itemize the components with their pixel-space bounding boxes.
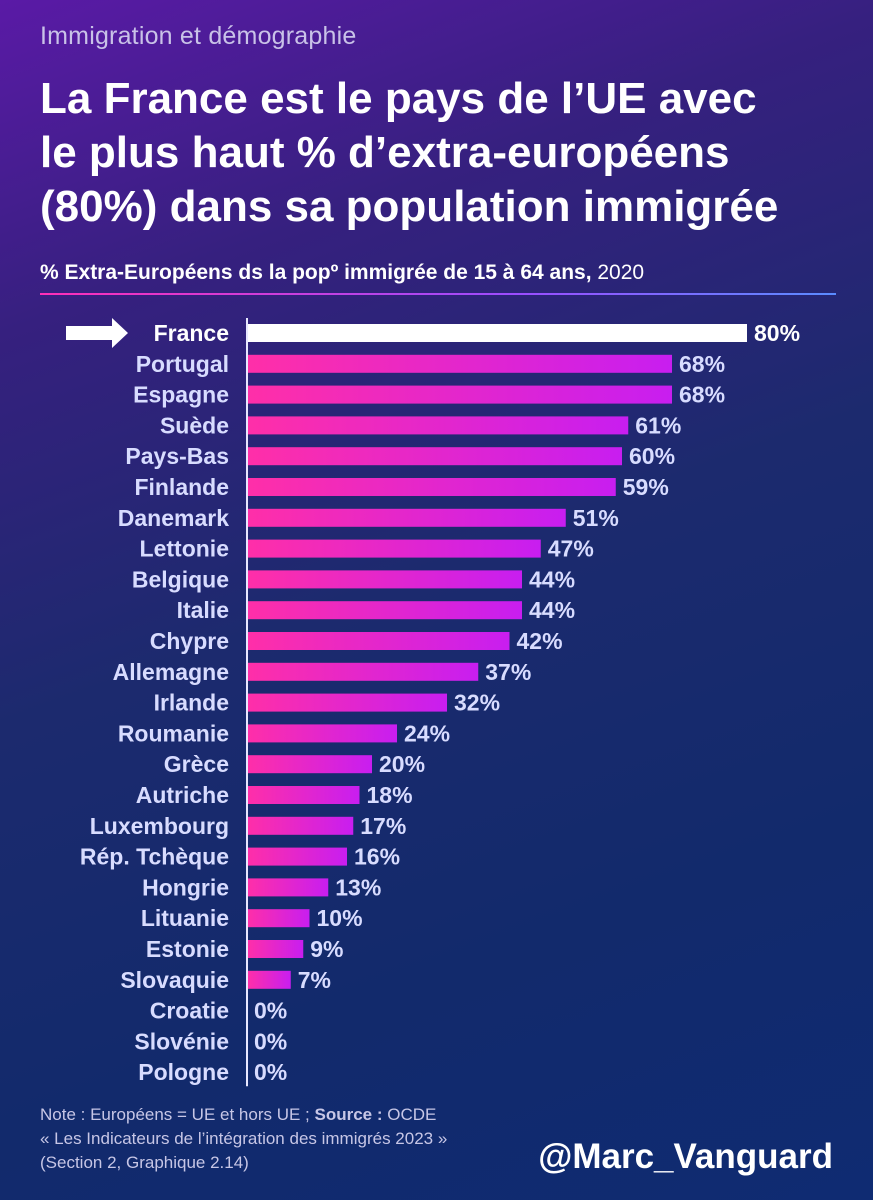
category-label: Finlande bbox=[134, 474, 229, 500]
source-org: OCDE bbox=[382, 1105, 437, 1124]
category-label: Estonie bbox=[146, 936, 229, 962]
bar-pays-bas bbox=[247, 447, 622, 466]
category-label: Rép. Tchèque bbox=[80, 844, 229, 870]
bar-gr-ce bbox=[247, 755, 372, 774]
bar-belgique bbox=[247, 570, 522, 589]
value-label: 51% bbox=[573, 505, 619, 531]
value-label: 37% bbox=[485, 659, 531, 685]
bar-lituanie bbox=[247, 909, 310, 928]
value-label: 42% bbox=[517, 628, 563, 654]
title-line-2: le plus haut % d’extra-européens bbox=[40, 128, 730, 177]
bar-autriche bbox=[247, 786, 360, 804]
chart-title: La France est le pays de l’UE avec le pl… bbox=[40, 72, 850, 234]
value-label: 0% bbox=[254, 998, 287, 1024]
category-label: Slovénie bbox=[134, 1028, 229, 1054]
bar-luxembourg bbox=[247, 816, 354, 835]
category-label: Slovaquie bbox=[120, 967, 229, 993]
footer-note: Note : Européens = UE et hors UE ; Sourc… bbox=[40, 1103, 447, 1175]
bar-su-de bbox=[247, 416, 629, 435]
value-label: 18% bbox=[367, 782, 413, 808]
bar-chypre bbox=[247, 632, 510, 650]
value-label: 9% bbox=[310, 936, 343, 962]
value-label: 32% bbox=[454, 690, 500, 716]
category-label: Allemagne bbox=[113, 659, 229, 685]
footer-line-1: Note : Européens = UE et hors UE ; Sourc… bbox=[40, 1103, 447, 1127]
category-label: Autriche bbox=[136, 782, 229, 808]
value-label: 17% bbox=[360, 813, 406, 839]
category-label: Roumanie bbox=[118, 720, 229, 746]
category-label: Espagne bbox=[133, 382, 229, 408]
category-label: Portugal bbox=[136, 351, 229, 377]
category-label: Croatie bbox=[150, 998, 229, 1024]
category-label: Italie bbox=[177, 597, 229, 623]
title-line-3: (80%) dans sa population immigrée bbox=[40, 182, 779, 231]
category-label: Luxembourg bbox=[90, 813, 229, 839]
arrow-icon bbox=[66, 318, 128, 348]
bar-finlande bbox=[247, 478, 616, 496]
category-label: Hongrie bbox=[142, 874, 229, 900]
bar-r-p-tch-que bbox=[247, 847, 347, 866]
footer-line-3: (Section 2, Graphique 2.14) bbox=[40, 1153, 249, 1172]
value-label: 20% bbox=[379, 751, 425, 777]
bar-irlande bbox=[247, 693, 447, 712]
bar-lettonie bbox=[247, 539, 541, 558]
value-label: 47% bbox=[548, 536, 594, 562]
bar-allemagne bbox=[247, 662, 479, 681]
title-line-1: La France est le pays de l’UE avec bbox=[40, 74, 757, 123]
value-label: 68% bbox=[679, 351, 725, 377]
value-label: 80% bbox=[754, 320, 800, 346]
category-label: Danemark bbox=[118, 505, 229, 531]
value-label: 60% bbox=[629, 443, 675, 469]
bar-espagne bbox=[247, 385, 672, 404]
category-label: Grèce bbox=[164, 751, 229, 777]
category-label: Suède bbox=[160, 412, 229, 438]
bar-roumanie bbox=[247, 724, 397, 743]
value-label: 61% bbox=[635, 412, 681, 438]
subtitle-year: 2020 bbox=[591, 261, 645, 284]
value-label: 44% bbox=[529, 566, 575, 592]
bar-hongrie bbox=[247, 878, 329, 897]
chart-subtitle: % Extra-Européens ds la popº immigrée de… bbox=[40, 261, 644, 285]
category-label: Lettonie bbox=[140, 536, 229, 562]
category-label: Belgique bbox=[132, 566, 229, 592]
value-label: 16% bbox=[354, 844, 400, 870]
source-label: Source : bbox=[314, 1105, 383, 1124]
category-label: Lituanie bbox=[141, 905, 229, 931]
value-label: 7% bbox=[298, 967, 331, 993]
bar-chart: France 80% Portugal 68% Espagne 68% Suède 61% Pa… bbox=[66, 318, 800, 1087]
category-label: France bbox=[154, 320, 229, 346]
value-label: 59% bbox=[623, 474, 669, 500]
bar-france bbox=[247, 324, 747, 342]
value-label: 24% bbox=[404, 720, 450, 746]
value-label: 44% bbox=[529, 597, 575, 623]
bar-danemark bbox=[247, 508, 566, 527]
value-label: 68% bbox=[679, 382, 725, 408]
bars-layer: France 80% Portugal 68% Espagne 68% Suède 61% Pa… bbox=[80, 320, 800, 1085]
note-text: Note : Européens = UE et hors UE ; bbox=[40, 1105, 315, 1124]
category-label: Chypre bbox=[150, 628, 229, 654]
value-label: 13% bbox=[335, 874, 381, 900]
bar-italie bbox=[247, 601, 522, 620]
subtitle-measure: % Extra-Européens ds la popº immigrée de… bbox=[40, 261, 592, 284]
value-label: 10% bbox=[317, 905, 363, 931]
bar-portugal bbox=[247, 354, 672, 373]
author-handle: @Marc_Vanguard bbox=[538, 1137, 833, 1176]
value-label: 0% bbox=[254, 1028, 287, 1054]
kicker-text: Immigration et démographie bbox=[40, 22, 357, 50]
value-label: 0% bbox=[254, 1059, 287, 1085]
category-label: Pays-Bas bbox=[125, 443, 229, 469]
category-label: Pologne bbox=[138, 1059, 229, 1085]
footer-line-2: « Les Indicateurs de l’intégration des i… bbox=[40, 1129, 448, 1148]
subtitle-divider bbox=[40, 293, 836, 295]
category-label: Irlande bbox=[154, 690, 229, 716]
bar-estonie bbox=[247, 940, 304, 958]
bar-slovaquie bbox=[247, 970, 291, 989]
